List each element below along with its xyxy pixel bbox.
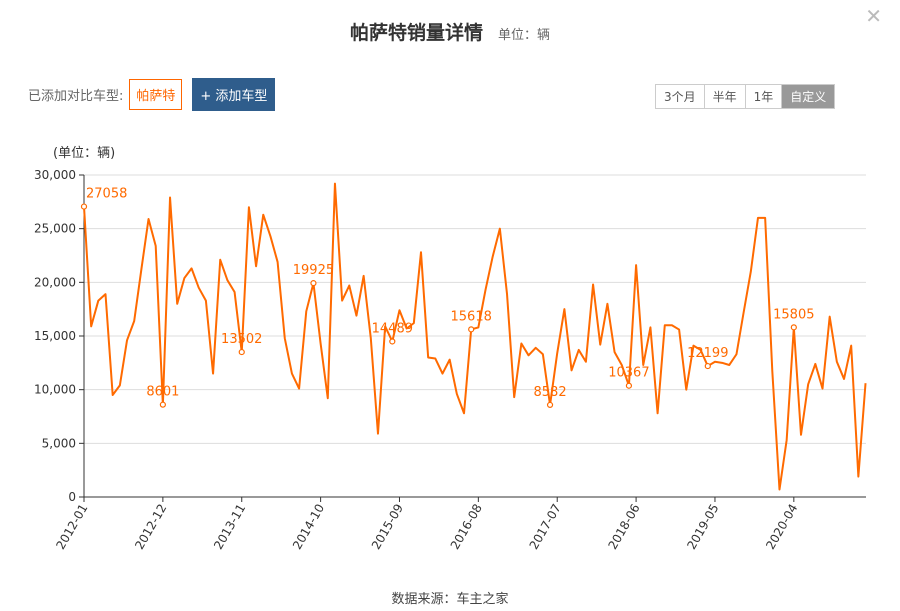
grid-lines [84, 174, 866, 444]
x-tick-label: 2015-09 [369, 502, 406, 552]
y-tick-label: 5,000 [42, 436, 76, 450]
x-tick-label: 2012-12 [132, 502, 169, 552]
range-custom-button[interactable]: 自定义 [781, 85, 835, 108]
y-tick-label: 10,000 [34, 383, 76, 397]
data-point[interactable] [468, 326, 475, 333]
data-label: 8582 [534, 385, 567, 400]
data-point[interactable] [238, 348, 245, 356]
close-icon[interactable]: ✕ [865, 4, 882, 28]
data-label-points: 27058 8601 13502 19925 14489 15618 8582 10367 12… [80, 187, 815, 408]
title-unit: 单位：辆 [498, 28, 551, 43]
data-source-note: 数据来源：车主之家 [391, 592, 509, 607]
data-point[interactable] [625, 382, 633, 389]
range-1-year-button[interactable]: 1年 [744, 85, 782, 108]
x-tick-label: 2020-04 [763, 502, 800, 552]
compare-label: 已添加对比车型: [28, 89, 124, 104]
x-tick-label: 2016-08 [448, 501, 485, 551]
model-tag-passat[interactable]: 帕萨特 [129, 79, 183, 110]
data-label: 12199 [687, 346, 728, 361]
y-tick-label: 15,000 [34, 329, 76, 343]
x-tick-label: 2012-01 [53, 502, 90, 552]
y-tick-label: 20,000 [34, 275, 76, 289]
y-axis: 0 5,000 10,000 15,000 20,000 25,000 30,000 [34, 168, 85, 504]
page-title: 帕萨特销量详情 [349, 22, 483, 44]
data-point[interactable] [790, 324, 797, 331]
y-tick-label: 25,000 [34, 222, 76, 236]
compare-row: 已添加对比车型: 帕萨特 + 添加车型 [28, 78, 276, 111]
x-tick-label: 2018-06 [605, 502, 642, 552]
range-3-months-button[interactable]: 3个月 [656, 85, 704, 108]
data-point[interactable] [704, 362, 711, 370]
data-label: 8601 [146, 385, 179, 400]
add-model-button[interactable]: + 添加车型 [192, 78, 276, 111]
range-half-year-button[interactable]: 半年 [703, 85, 745, 108]
data-point[interactable] [159, 401, 166, 408]
data-label: 19925 [293, 263, 334, 278]
x-tick-label: 2013-11 [211, 502, 248, 552]
data-point[interactable] [546, 401, 554, 408]
data-point[interactable] [80, 203, 88, 210]
y-axis-label: (单位：辆) [53, 146, 115, 161]
data-label: 15805 [773, 307, 814, 322]
data-label: 10367 [608, 366, 649, 381]
data-label: 27058 [86, 187, 127, 202]
data-point[interactable] [389, 338, 396, 345]
data-point[interactable] [310, 280, 317, 287]
y-tick-label: 0 [68, 490, 76, 504]
time-range-selector: 3个月 半年 1年 自定义 [655, 84, 836, 109]
x-tick-label: 2017-07 [527, 502, 564, 552]
x-tick-label: 2019-05 [684, 502, 721, 552]
data-label: 14489 [372, 321, 413, 336]
y-tick-label: 30,000 [34, 168, 76, 182]
data-label: 13502 [221, 332, 262, 347]
x-axis: 2012-01 2012-12 2013-11 2014-10 2015-09 2016-… [53, 496, 866, 552]
x-tick-label: 2014-10 [290, 502, 327, 552]
data-label: 15618 [451, 309, 492, 324]
title-bar: 帕萨特销量详情 单位：辆 [0, 18, 900, 45]
series-line-passat[interactable] [83, 182, 867, 491]
